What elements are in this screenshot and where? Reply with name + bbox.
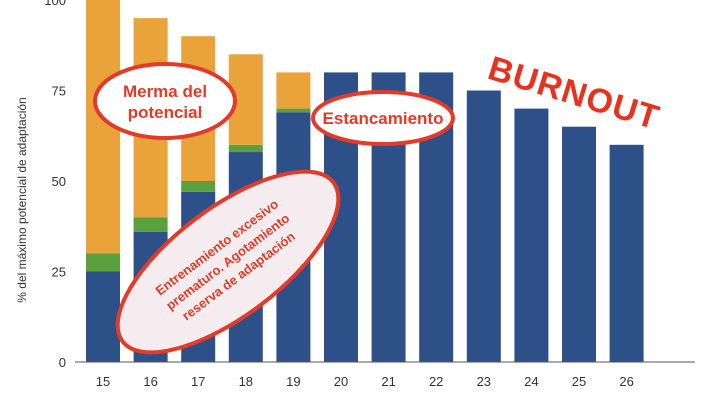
- x-tick-label: 20: [334, 374, 348, 389]
- x-tick-label: 25: [572, 374, 586, 389]
- x-tick-label: 17: [191, 374, 205, 389]
- x-tick-label: 15: [96, 374, 110, 389]
- x-tick-label: 22: [429, 374, 443, 389]
- annotation-merma-line2: potencial: [128, 103, 203, 122]
- bar-segment-series0-24: [514, 108, 549, 362]
- y-tick-label: 50: [52, 174, 66, 189]
- y-tick-label: 75: [52, 84, 66, 99]
- annotation-estancamiento-text: Estancamiento: [323, 109, 444, 128]
- bar-segment-series1-15: [86, 253, 120, 272]
- annotation-merma: Merma del potencial: [93, 62, 237, 140]
- y-tick-label: 100: [44, 0, 66, 8]
- x-tick-label: 24: [524, 374, 538, 389]
- bar-segment-series2-19: [276, 72, 311, 109]
- bar-segment-series0-25: [562, 126, 596, 362]
- bar-segment-series1-16: [133, 217, 168, 232]
- x-tick-label: 19: [286, 374, 300, 389]
- annotation-entrenamiento: Entrenamiento excesivo prematuro. Agotam…: [115, 169, 341, 355]
- y-tick-label: 0: [59, 355, 66, 370]
- bar-segment-series1-19: [276, 108, 311, 113]
- bar-segment-series0-15: [86, 271, 120, 362]
- bar-segment-series1-18: [228, 144, 263, 153]
- bar-segment-series0-26: [609, 144, 644, 362]
- x-tick-label: 18: [239, 374, 253, 389]
- annotation-estancamiento: Estancamiento: [311, 90, 455, 146]
- bar-segment-series1-17: [181, 181, 216, 192]
- y-axis-label: % del máximo potencial de adaptación: [15, 97, 29, 302]
- x-tick-label: 26: [619, 374, 633, 389]
- x-tick-label: 21: [381, 374, 395, 389]
- y-tick-label: 25: [52, 265, 66, 280]
- bar-segment-series0-23: [466, 90, 501, 362]
- x-tick-label: 16: [143, 374, 157, 389]
- annotation-merma-line1: Merma del: [123, 82, 207, 101]
- annotation-burnout: BURNOUT: [484, 49, 664, 137]
- x-tick-label: 23: [477, 374, 491, 389]
